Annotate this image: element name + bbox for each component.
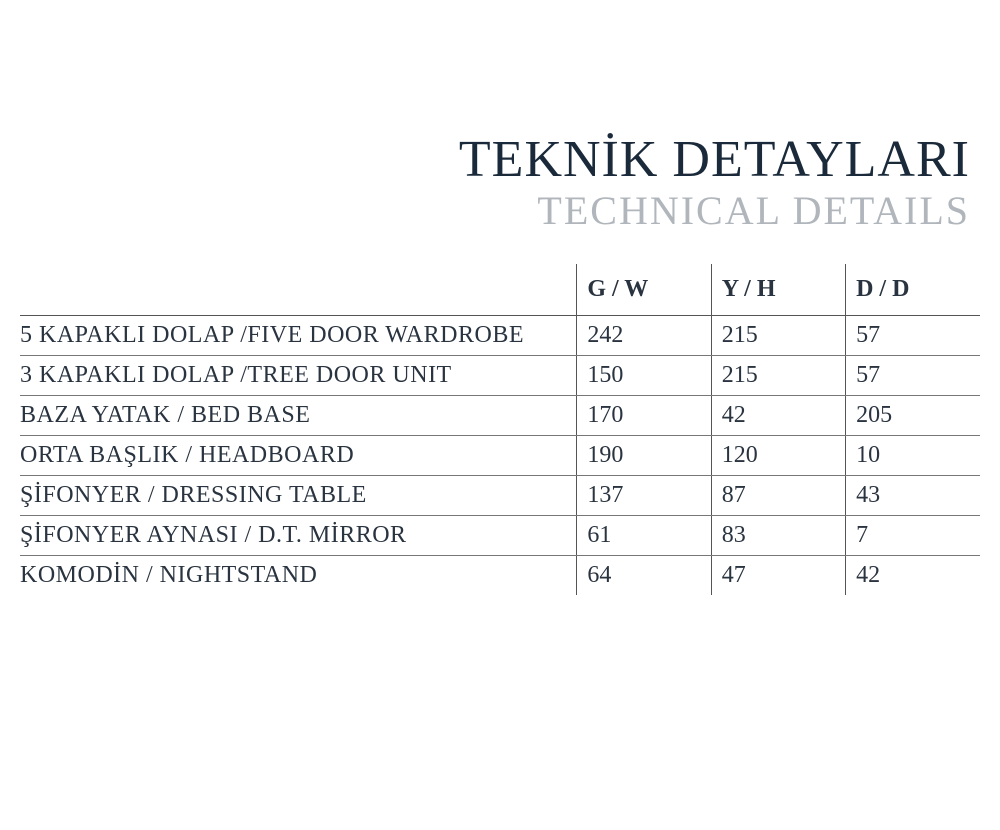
- technical-details-table: G / W Y / H D / D 5 KAPAKLI DOLAP /FIVE …: [20, 264, 980, 595]
- cell-dd: 57: [846, 356, 980, 396]
- cell-gw: 150: [577, 356, 711, 396]
- col-header-label: [20, 264, 577, 316]
- title-block: TEKNİK DETAYLARI TECHNICAL DETAILS: [20, 130, 980, 234]
- cell-label: KOMODİN / NIGHTSTAND: [20, 556, 577, 596]
- cell-gw: 170: [577, 396, 711, 436]
- cell-label: ORTA BAŞLIK / HEADBOARD: [20, 436, 577, 476]
- cell-yh: 215: [711, 356, 845, 396]
- page-title-secondary: TECHNICAL DETAILS: [20, 187, 970, 234]
- table-header-row: G / W Y / H D / D: [20, 264, 980, 316]
- cell-dd: 42: [846, 556, 980, 596]
- cell-dd: 43: [846, 476, 980, 516]
- cell-gw: 61: [577, 516, 711, 556]
- cell-yh: 120: [711, 436, 845, 476]
- cell-gw: 137: [577, 476, 711, 516]
- cell-label: 5 KAPAKLI DOLAP /FIVE DOOR WARDROBE: [20, 316, 577, 356]
- cell-label: BAZA YATAK / BED BASE: [20, 396, 577, 436]
- cell-yh: 42: [711, 396, 845, 436]
- cell-label: ŞİFONYER AYNASI / D.T. MİRROR: [20, 516, 577, 556]
- cell-dd: 10: [846, 436, 980, 476]
- content-wrapper: TEKNİK DETAYLARI TECHNICAL DETAILS G / W…: [20, 130, 980, 595]
- cell-label: ŞİFONYER / DRESSING TABLE: [20, 476, 577, 516]
- col-header-gw: G / W: [577, 264, 711, 316]
- cell-dd: 7: [846, 516, 980, 556]
- cell-gw: 242: [577, 316, 711, 356]
- cell-gw: 64: [577, 556, 711, 596]
- cell-yh: 87: [711, 476, 845, 516]
- cell-yh: 83: [711, 516, 845, 556]
- cell-dd: 57: [846, 316, 980, 356]
- page-title-primary: TEKNİK DETAYLARI: [20, 130, 970, 189]
- cell-yh: 47: [711, 556, 845, 596]
- cell-gw: 190: [577, 436, 711, 476]
- table-row: ORTA BAŞLIK / HEADBOARD 190 120 10: [20, 436, 980, 476]
- table-row: ŞİFONYER AYNASI / D.T. MİRROR 61 83 7: [20, 516, 980, 556]
- table-row: KOMODİN / NIGHTSTAND 64 47 42: [20, 556, 980, 596]
- cell-yh: 215: [711, 316, 845, 356]
- table-row: BAZA YATAK / BED BASE 170 42 205: [20, 396, 980, 436]
- cell-label: 3 KAPAKLI DOLAP /TREE DOOR UNIT: [20, 356, 577, 396]
- col-header-dd: D / D: [846, 264, 980, 316]
- col-header-yh: Y / H: [711, 264, 845, 316]
- cell-dd: 205: [846, 396, 980, 436]
- table-row: 3 KAPAKLI DOLAP /TREE DOOR UNIT 150 215 …: [20, 356, 980, 396]
- table-row: 5 KAPAKLI DOLAP /FIVE DOOR WARDROBE 242 …: [20, 316, 980, 356]
- table-row: ŞİFONYER / DRESSING TABLE 137 87 43: [20, 476, 980, 516]
